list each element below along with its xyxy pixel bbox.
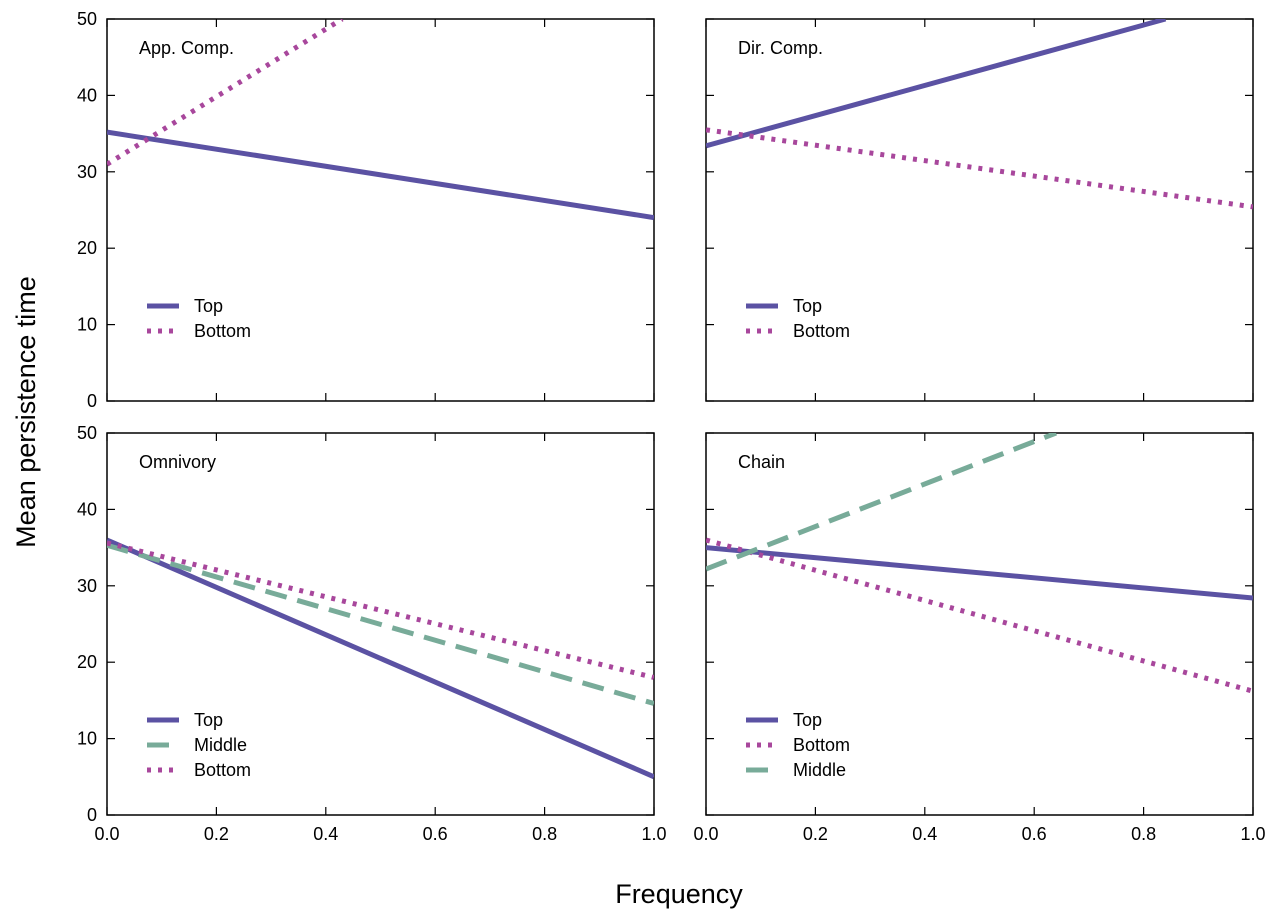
panel-dir-comp: Dir. Comp. Top Bottom [705, 18, 1254, 402]
panel-label: App. Comp. [139, 38, 234, 58]
legend-label-top: Top [793, 296, 822, 316]
x-tick-label: 0.8 [1131, 824, 1156, 844]
y-axis-title: Mean persistence time [11, 276, 41, 548]
series-line-middle [706, 433, 1058, 572]
series-line-bottom [107, 19, 344, 167]
y-tick-label: 30 [77, 162, 97, 182]
panel-omnivory: 0.0 0.2 0.4 0.6 0.8 1.0 0 10 20 30 40 50 Omnivory Top… [77, 423, 667, 844]
series-group [107, 19, 654, 221]
legend-label-bottom: Bottom [194, 321, 251, 341]
panel-frame [106, 18, 655, 402]
series-line-bottom [706, 537, 1253, 694]
legend-label-top: Top [194, 296, 223, 316]
x-tick-label: 0.4 [912, 824, 937, 844]
legend-label-top: Top [194, 710, 223, 730]
y-tick-label: 50 [77, 423, 97, 443]
x-tick-label: 0.6 [423, 824, 448, 844]
y-tick-label: 20 [77, 652, 97, 672]
series-line-bottom [706, 127, 1253, 210]
panel-frame [705, 18, 1254, 402]
x-tick-label: 0.6 [1022, 824, 1047, 844]
series-line-top [107, 129, 654, 221]
legend-label-top: Top [793, 710, 822, 730]
x-tick-label: 0.2 [204, 824, 229, 844]
legend-label-bottom: Bottom [194, 760, 251, 780]
legend-label-bottom: Bottom [793, 735, 850, 755]
x-tick-label: 0.0 [94, 824, 119, 844]
legend-label-bottom: Bottom [793, 321, 850, 341]
panel-frame [705, 432, 1254, 816]
panel-label: Chain [738, 452, 785, 472]
series-group [706, 433, 1253, 694]
y-tick-label: 0 [87, 805, 97, 825]
series-line-top [706, 19, 1167, 149]
x-tick-label: 1.0 [1240, 824, 1265, 844]
panel-chain: 0.0 0.2 0.4 0.6 0.8 1.0 Chain Top Bottom Middle [693, 432, 1266, 844]
x-tick-label: 0.4 [313, 824, 338, 844]
legend-label-middle: Middle [793, 760, 846, 780]
series-line-top [706, 545, 1253, 601]
series-group [706, 19, 1253, 210]
y-tick-label: 50 [77, 9, 97, 29]
x-tick-label: 0.0 [693, 824, 718, 844]
series-line-middle [107, 542, 654, 706]
panel-label: Omnivory [139, 452, 216, 472]
y-tick-label: 30 [77, 576, 97, 596]
y-tick-label: 10 [77, 315, 97, 335]
y-tick-label: 40 [77, 85, 97, 105]
y-tick-label: 0 [87, 391, 97, 411]
y-tick-label: 20 [77, 238, 97, 258]
x-tick-label: 0.8 [532, 824, 557, 844]
panel-app-comp: 0 10 20 30 40 50 App. Comp. Top Bottom [77, 9, 655, 411]
x-tick-label: 1.0 [641, 824, 666, 844]
y-tick-label: 10 [77, 729, 97, 749]
y-tick-label: 40 [77, 499, 97, 519]
panel-frame [106, 432, 655, 816]
panel-label: Dir. Comp. [738, 38, 823, 58]
series-line-top [107, 537, 654, 780]
x-tick-label: 0.2 [803, 824, 828, 844]
series-group [107, 537, 654, 780]
x-axis-title: Frequency [615, 879, 743, 909]
legend-label-middle: Middle [194, 735, 247, 755]
